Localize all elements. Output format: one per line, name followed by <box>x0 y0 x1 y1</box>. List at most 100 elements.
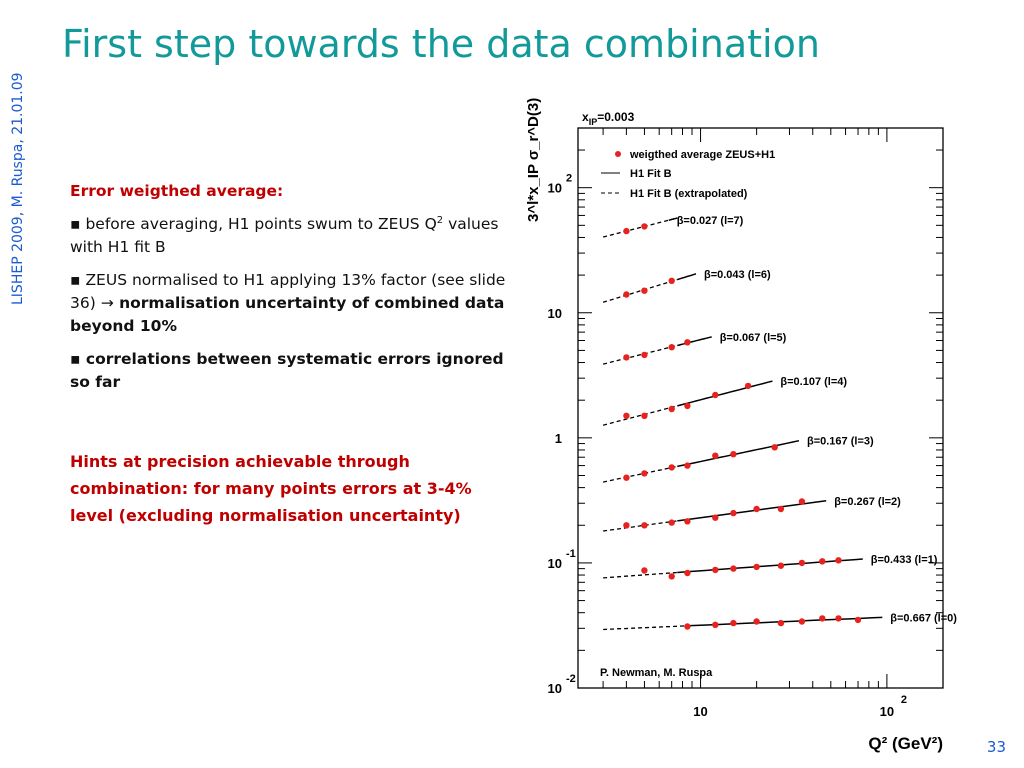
series-label: β=0.667 (l=0) <box>890 612 957 624</box>
data-point <box>777 619 785 627</box>
bullet-3-text: correlations between systematic errors i… <box>70 350 504 392</box>
series-label: β=0.043 (l=6) <box>704 269 771 281</box>
fit-curve <box>677 380 773 407</box>
data-point <box>684 518 691 525</box>
data-point <box>668 344 675 351</box>
data-point <box>798 498 806 505</box>
fit-curve-extrapolated <box>602 278 678 303</box>
data-point <box>712 621 719 628</box>
page-number: 33 <box>986 738 1006 756</box>
y-tick-label: 10 <box>548 306 562 321</box>
data-point <box>668 464 675 471</box>
x-tick-label: 10 <box>880 704 894 719</box>
chart-header: xIP=0.003 <box>582 110 635 127</box>
bullet-marker: ▪ <box>70 350 86 369</box>
data-point <box>623 522 630 529</box>
y-tick-label: 10 <box>548 556 562 571</box>
fit-curve-extrapolated <box>602 465 678 483</box>
y-tick-label: 1 <box>555 431 562 446</box>
legend-dot <box>615 151 621 157</box>
bullet-1: ▪ before averaging, H1 points swum to ZE… <box>70 209 510 259</box>
bullet-2: ▪ ZEUS normalised to H1 applying 13% fac… <box>70 269 510 338</box>
data-point <box>668 573 675 580</box>
data-point <box>730 451 737 458</box>
data-point <box>753 505 760 513</box>
data-point <box>641 287 648 294</box>
legend-label: H1 Fit B <box>630 168 672 180</box>
data-point <box>712 566 719 574</box>
series-label: β=0.027 (l=7) <box>677 215 744 227</box>
data-point <box>798 559 806 567</box>
data-point <box>712 452 719 459</box>
series-label: β=0.433 (l=1) <box>871 554 938 566</box>
y-tick-label-exp: -1 <box>566 548 576 560</box>
data-point <box>641 412 648 419</box>
data-point <box>730 619 737 627</box>
legend-label: weigthed average ZEUS+H1 <box>629 149 775 161</box>
data-point <box>668 277 675 284</box>
fit-curve-extrapolated <box>603 571 678 579</box>
y-axis-label: 3^l*x_IP σ_r^D(3) <box>525 98 542 222</box>
arrow-icon: → <box>100 294 114 313</box>
data-point <box>623 474 630 481</box>
fit-curve <box>677 558 863 574</box>
x-tick-label-exp: 2 <box>901 694 907 706</box>
fit-curve <box>677 336 712 347</box>
legend-label: H1 Fit B (extrapolated) <box>630 188 748 200</box>
fit-curve-extrapolated <box>603 625 688 631</box>
data-point <box>730 509 737 517</box>
fit-curve <box>677 439 800 468</box>
bullet-marker: ▪ <box>70 215 86 234</box>
series-label: β=0.107 (l=4) <box>780 376 847 388</box>
data-point <box>668 405 675 413</box>
data-point <box>712 391 719 399</box>
text-panel: Error weigthed average: ▪ before averagi… <box>70 180 510 529</box>
x-axis-label: Q² (GeV²) <box>868 734 943 753</box>
heading: Error weigthed average: <box>70 182 284 200</box>
fit-curve <box>687 616 883 627</box>
bullet-marker: ▪ <box>70 271 81 290</box>
plot-frame <box>577 127 944 689</box>
data-point <box>798 618 806 625</box>
fit-curve-extrapolated <box>602 217 678 238</box>
data-point <box>835 615 842 622</box>
bullet-1-text: before averaging, H1 points swum to ZEUS… <box>85 215 437 234</box>
data-point <box>623 354 630 361</box>
y-tick-label-exp: -2 <box>566 673 576 685</box>
data-point <box>641 223 648 230</box>
data-point <box>854 616 862 624</box>
data-point <box>835 557 842 564</box>
data-point <box>819 558 826 565</box>
bullet-3: ▪ correlations between systematic errors… <box>70 348 510 394</box>
fit-curve <box>677 273 697 281</box>
bullet-2-text: ZEUS normalised to H1 applying 13% facto… <box>70 271 506 313</box>
data-point <box>777 562 785 569</box>
data-point <box>684 569 691 577</box>
x-tick-label: 10 <box>693 704 707 719</box>
bullet-1-post: values with H1 fit B <box>70 215 499 257</box>
data-point <box>641 567 648 574</box>
data-point <box>684 462 691 469</box>
data-point <box>641 522 648 529</box>
y-tick-label-exp: 2 <box>566 173 572 185</box>
data-point <box>684 402 691 410</box>
data-point <box>668 519 675 526</box>
series-label: β=0.267 (l=2) <box>834 496 901 508</box>
fit-curve-extrapolated <box>602 405 678 426</box>
data-point <box>777 505 785 513</box>
data-point <box>730 565 737 572</box>
bullet-2-bold: normalisation uncertainty of combined da… <box>70 294 505 336</box>
fit-curve-extrapolated <box>603 520 678 532</box>
data-point <box>744 382 752 390</box>
data-point <box>623 412 630 419</box>
data-point <box>623 291 630 298</box>
data-point <box>771 444 778 451</box>
chart-annotation: P. Newman, M. Ruspa <box>600 667 713 679</box>
data-point <box>753 618 760 625</box>
bullet-1-sup: 2 <box>436 215 444 226</box>
data-point <box>753 563 760 571</box>
fit-curve <box>668 217 678 221</box>
data-point <box>684 623 691 630</box>
hint-text: Hints at precision achievable through co… <box>70 452 472 526</box>
y-tick-label: 10 <box>548 181 562 196</box>
